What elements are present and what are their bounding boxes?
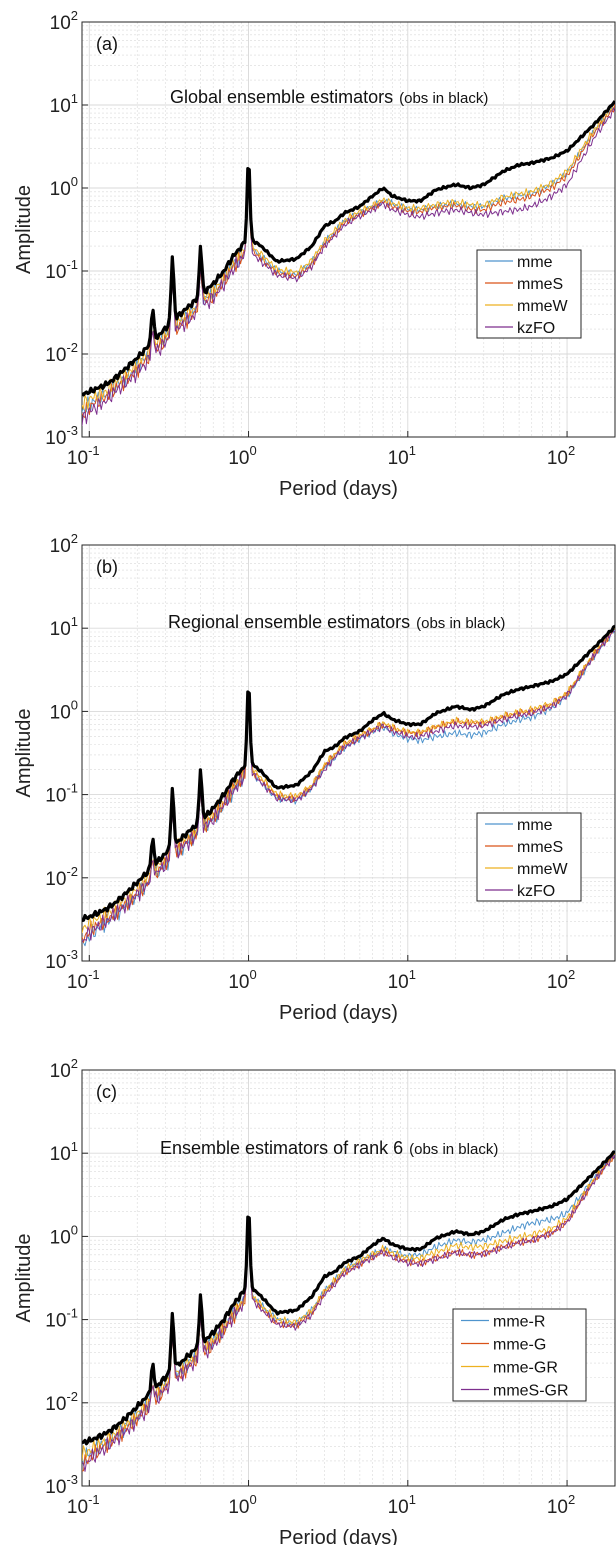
x-axis-title: Period (days) [279, 1527, 398, 1545]
legend-label-kzFO: kzFO [517, 883, 555, 900]
axes-frame [81, 544, 616, 962]
chart-panel-3: 10-3 10-2 10-1 100 101 102 10-1 100 101 102 Period… [13, 1056, 616, 1545]
plot-area [82, 100, 615, 427]
axes-frame [81, 21, 616, 438]
x-tick-label: 10-1 [67, 443, 100, 469]
panel-title-note: (obs in black) [399, 90, 488, 107]
y-tick-label: 10-2 [45, 864, 78, 890]
y-tick-label: 10-1 [45, 781, 78, 807]
panel-tag: (c) [96, 1082, 117, 1102]
x-tick-label: 102 [547, 443, 575, 469]
y-axis-title: Amplitude [13, 709, 35, 798]
x-tick-label: 10-1 [67, 1492, 100, 1518]
grid [81, 1069, 616, 1487]
obs-line [82, 100, 615, 397]
legend-label-mme-G: mme-G [493, 1337, 546, 1354]
legend-label-mmeW: mmeW [517, 861, 569, 878]
legend-label-mme-GR: mme-GR [493, 1360, 558, 1377]
legend-label-mme-R: mme-R [493, 1314, 545, 1331]
y-tick-labels: 10-3 10-2 10-1 100 101 102 [45, 531, 78, 973]
y-tick-label: 101 [50, 1139, 78, 1165]
legend: mme mmeS mmeW kzFO [476, 249, 582, 339]
legend: mme mmeS mmeW kzFO [476, 812, 582, 902]
y-tick-label: 10-2 [45, 1389, 78, 1415]
series-line-mme-R [82, 1149, 615, 1466]
y-tick-label: 100 [50, 174, 78, 200]
legend-label-mme: mme [517, 817, 553, 834]
grid [81, 21, 616, 438]
panel-tag: (b) [96, 557, 118, 577]
panel-title-note: (obs in black) [416, 615, 505, 632]
x-tick-label: 102 [547, 1492, 575, 1518]
panel-title: Global ensemble estimators [170, 87, 393, 107]
obs-line [82, 1150, 615, 1446]
legend-box [476, 249, 582, 339]
y-tick-label: 100 [50, 697, 78, 723]
y-tick-label: 102 [50, 1056, 78, 1082]
y-axis-title: Amplitude [13, 185, 35, 274]
panel-tag: (a) [96, 34, 118, 54]
y-tick-label: 10-3 [45, 423, 78, 449]
plot-area [82, 1149, 615, 1472]
x-tick-labels: 10-1 100 101 102 [67, 967, 575, 993]
legend-label-mmeS: mmeS [517, 276, 563, 293]
legend-box [476, 812, 582, 902]
legend: mme-R mme-G mme-GR mmeS-GR [452, 1308, 587, 1402]
axes-frame [81, 1069, 616, 1487]
legend-box [452, 1308, 587, 1402]
y-tick-label: 10-1 [45, 257, 78, 283]
x-tick-label: 101 [388, 1492, 416, 1518]
y-tick-labels: 10-3 10-2 10-1 100 101 102 [45, 1056, 78, 1498]
chart-panel-1: 10-3 10-2 10-1 100 101 102 10-1 100 101 102 Period… [13, 8, 616, 500]
x-axis-title: Period (days) [279, 1002, 398, 1024]
panel-title-note: (obs in black) [409, 1141, 498, 1158]
x-tick-label: 100 [228, 967, 256, 993]
x-axis-title: Period (days) [279, 478, 398, 500]
x-tick-label: 101 [388, 967, 416, 993]
panel-title: Regional ensemble estimators [168, 612, 410, 632]
y-tick-label: 100 [50, 1222, 78, 1248]
legend-label-mmeS-GR: mmeS-GR [493, 1383, 569, 1400]
y-tick-label: 101 [50, 614, 78, 640]
legend-label-mmeS: mmeS [517, 839, 563, 856]
chart-panel-2: 10-3 10-2 10-1 100 101 102 10-1 100 101 102 Period… [13, 531, 616, 1024]
panel-title: Ensemble estimators of rank 6 [160, 1138, 403, 1158]
series-line-mme-GR [82, 1152, 615, 1462]
x-tick-label: 102 [547, 967, 575, 993]
x-tick-label: 10-1 [67, 967, 100, 993]
x-tick-label: 100 [228, 1492, 256, 1518]
y-tick-labels: 10-3 10-2 10-1 100 101 102 [45, 8, 78, 449]
y-tick-label: 10-3 [45, 1472, 78, 1498]
y-tick-label: 102 [50, 531, 78, 557]
x-tick-labels: 10-1 100 101 102 [67, 443, 575, 469]
legend-label-mmeW: mmeW [517, 298, 569, 315]
legend-label-kzFO: kzFO [517, 320, 555, 337]
y-tick-label: 10-3 [45, 947, 78, 973]
y-tick-label: 10-1 [45, 1306, 78, 1332]
obs-line [82, 624, 615, 922]
x-tick-label: 100 [228, 443, 256, 469]
y-tick-label: 10-2 [45, 340, 78, 366]
plot-area [82, 624, 615, 947]
x-tick-labels: 10-1 100 101 102 [67, 1492, 575, 1518]
y-tick-label: 101 [50, 91, 78, 117]
x-tick-label: 101 [388, 443, 416, 469]
legend-label-mme: mme [517, 254, 553, 271]
y-axis-title: Amplitude [13, 1234, 35, 1323]
y-tick-label: 102 [50, 8, 78, 34]
